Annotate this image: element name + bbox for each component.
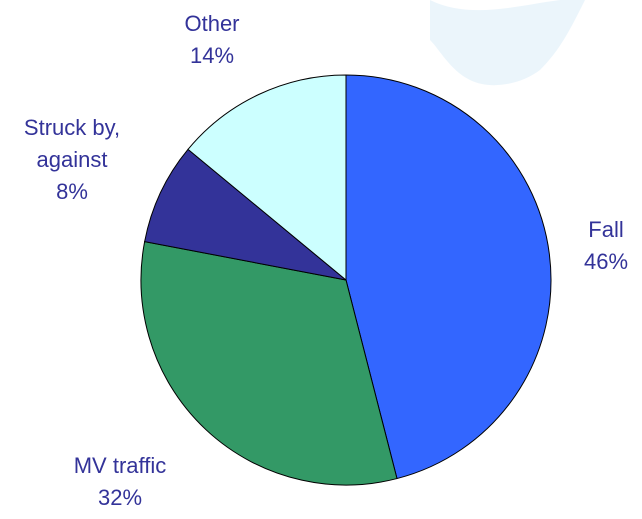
background-decoration [430,0,585,85]
category-label: Other [162,8,262,40]
category-label: MV traffic [40,450,200,482]
value-label: 8% [0,176,152,208]
chart [0,0,642,519]
value-label: 46% [561,246,642,278]
category-label: Struck by, against [0,112,152,176]
page: {"chart_data": {"type": "pie", "categori… [0,0,642,519]
value-label: 14% [162,40,262,72]
value-label: 32% [40,482,200,514]
pie [141,75,551,485]
category-label: Fall [561,214,642,246]
